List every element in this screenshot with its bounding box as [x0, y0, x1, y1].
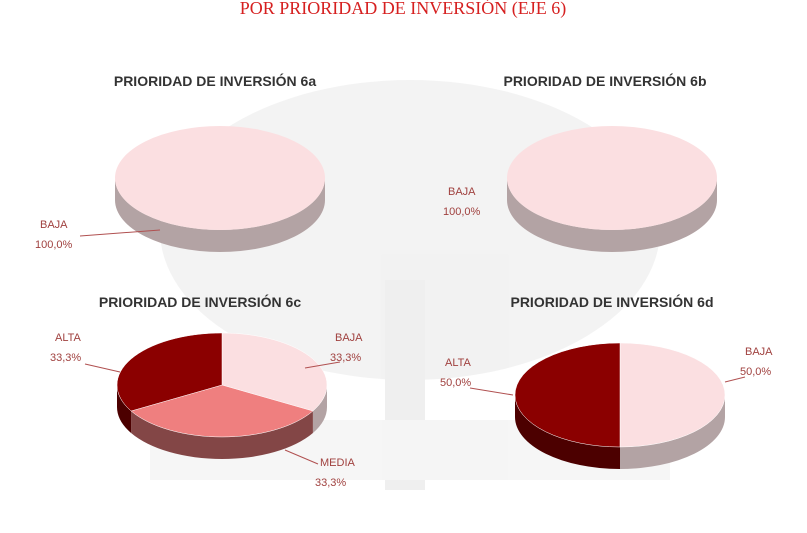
- pie-tops: [507, 126, 717, 230]
- value-label: 33,3%: [315, 477, 346, 489]
- leader-line: [470, 388, 513, 395]
- category-label: MEDIA: [320, 457, 356, 469]
- chart-title: PRIORIDAD DE INVERSIÓN 6d: [510, 293, 713, 310]
- chart: POR PRIORIDAD DE INVERSIÓN (EJE 6) PRIOR…: [0, 0, 807, 533]
- value-label: 50,0%: [740, 366, 771, 378]
- chart-title: PRIORIDAD DE INVERSIÓN 6b: [503, 72, 706, 89]
- pie-tops: [515, 343, 725, 447]
- category-label: ALTA: [445, 357, 472, 369]
- pie-chart: PRIORIDAD DE INVERSIÓN 6a BAJA 100,0%: [35, 72, 325, 252]
- value-label: 50,0%: [440, 377, 471, 389]
- category-label: BAJA: [745, 346, 773, 358]
- category-label: ALTA: [55, 332, 82, 344]
- category-label: BAJA: [448, 186, 476, 198]
- value-label: 33,3%: [330, 352, 361, 364]
- leader-line: [85, 364, 120, 372]
- value-label: 33,3%: [50, 352, 81, 364]
- pie-tops: [117, 333, 327, 437]
- page: POR PRIORIDAD DE INVERSIÓN (EJE 6) PRIOR…: [0, 0, 807, 533]
- chart-title: PRIORIDAD DE INVERSIÓN 6c: [99, 293, 301, 310]
- page-title: POR PRIORIDAD DE INVERSIÓN (EJE 6): [240, 0, 567, 19]
- pie-tops: [115, 126, 325, 230]
- value-label: 100,0%: [443, 206, 481, 218]
- leader-line: [725, 377, 745, 382]
- pie-slice: [115, 126, 325, 230]
- category-label: BAJA: [40, 219, 68, 231]
- value-label: 100,0%: [35, 239, 73, 251]
- chart-title: PRIORIDAD DE INVERSIÓN 6a: [114, 72, 316, 89]
- pie-slice: [507, 126, 717, 230]
- category-label: BAJA: [335, 332, 363, 344]
